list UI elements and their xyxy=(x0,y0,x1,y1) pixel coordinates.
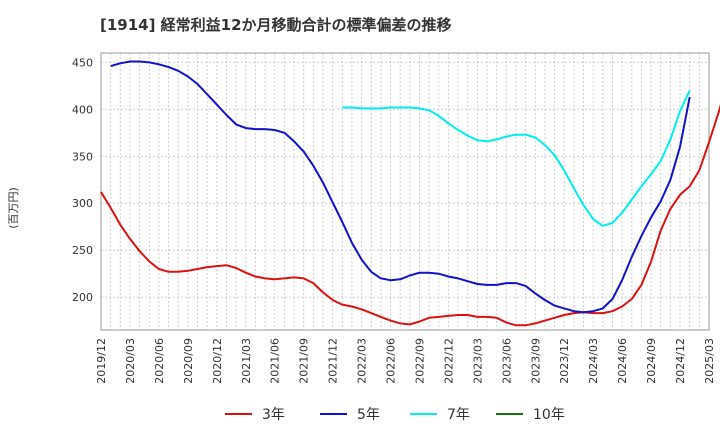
x-tick-label: 2024/03 xyxy=(587,338,600,384)
series-line-3 xyxy=(342,90,691,227)
x-tick-label: 2024/12 xyxy=(674,338,687,384)
x-tick-label: 2021/09 xyxy=(298,338,311,384)
x-tick-label: 2020/09 xyxy=(182,338,195,384)
grid xyxy=(100,53,710,330)
x-tick-label: 2022/12 xyxy=(442,338,455,384)
y-tick-label: 200 xyxy=(72,291,93,304)
x-tick-label: 2025/03 xyxy=(703,338,716,384)
y-tick-label: 250 xyxy=(72,244,93,257)
plot-frame xyxy=(100,52,710,331)
y-tick-label: 300 xyxy=(72,197,93,210)
x-tick-label: 2023/12 xyxy=(558,338,571,384)
x-tick-label: 2023/06 xyxy=(500,338,513,384)
x-tick-label: 2020/06 xyxy=(153,338,166,384)
x-tick-label: 2023/09 xyxy=(529,338,542,384)
series-line-2 xyxy=(110,60,691,314)
x-tick-label: 2023/03 xyxy=(471,338,484,384)
legend-label-4: 10年 xyxy=(533,407,565,423)
x-tick-label: 2024/06 xyxy=(616,338,629,384)
series-line-1 xyxy=(100,103,720,327)
y-axis: 200 250 300 350 400 450 xyxy=(72,56,93,304)
y-tick-label: 350 xyxy=(72,150,93,163)
series-lines xyxy=(100,60,720,327)
legend-label-3: 7年 xyxy=(447,407,470,423)
chart-title: [1914] 経常利益12か月移動合計の標準偏差の推移 xyxy=(100,16,452,34)
y-tick-label: 400 xyxy=(72,103,93,116)
legend: 3年 5年 7年 10年 xyxy=(225,407,565,423)
x-tick-label: 2022/06 xyxy=(385,338,398,384)
x-tick-label: 2021/06 xyxy=(269,338,282,384)
legend-label-1: 3年 xyxy=(262,407,285,423)
y-tick-label: 450 xyxy=(72,56,93,69)
x-tick-label: 2024/09 xyxy=(645,338,658,384)
x-tick-label: 2019/12 xyxy=(95,338,108,384)
y-axis-label: (百万円) xyxy=(7,187,20,229)
legend-label-2: 5年 xyxy=(357,407,380,423)
x-tick-label: 2020/03 xyxy=(124,338,137,384)
x-tick-label: 2022/03 xyxy=(356,338,369,384)
x-axis: 2019/12 2020/03 2020/06 2020/09 2020/12 2021/… xyxy=(95,338,716,384)
x-tick-label: 2020/12 xyxy=(211,338,224,384)
x-tick-label: 2022/09 xyxy=(414,338,427,384)
x-tick-label: 2021/03 xyxy=(240,338,253,384)
x-tick-label: 2021/12 xyxy=(327,338,340,384)
